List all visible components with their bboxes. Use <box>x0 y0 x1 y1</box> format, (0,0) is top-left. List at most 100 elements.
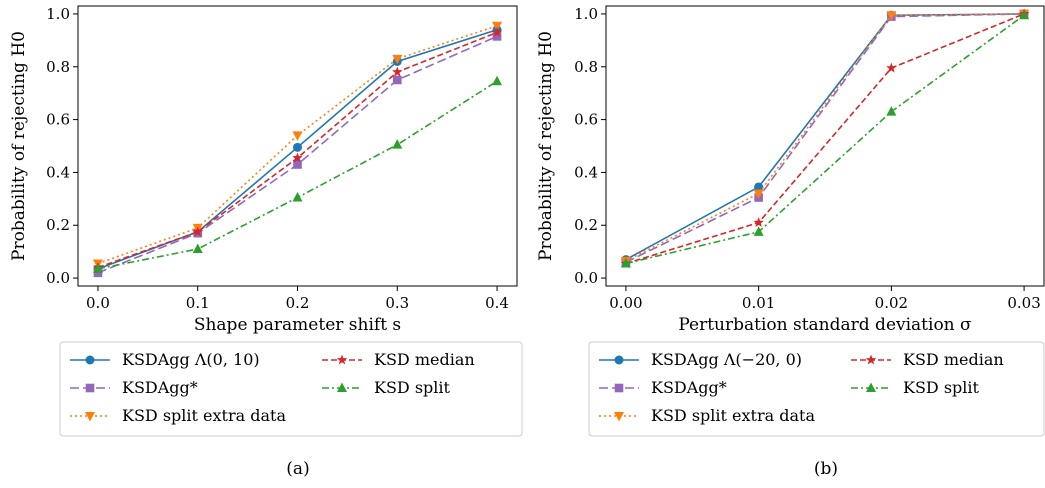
legend-label: KSDAgg* <box>122 378 198 397</box>
panel-caption: (b) <box>814 459 838 479</box>
x-tick-label: 0.02 <box>875 294 908 312</box>
data-point <box>292 192 303 202</box>
legend-entry: KSD split extra data <box>70 406 286 425</box>
data-point <box>392 54 403 65</box>
data-point <box>492 75 503 86</box>
legend-label: KSDAgg* <box>651 378 727 397</box>
series-line <box>625 13 1025 263</box>
x-tick-label: 0.0 <box>86 294 110 312</box>
data-point <box>392 139 403 149</box>
chart-panel-1: 0.0 0.2 0.4 0.6 0.8 1.0 0.0 0.1 0.2 0.3 0.4 Shape p… <box>9 5 523 479</box>
legend-label: KSDAgg Λ(0, 10) <box>122 350 260 369</box>
series-1 <box>93 25 502 274</box>
y-tick-label: 1.0 <box>574 5 598 23</box>
series-line <box>625 13 1025 262</box>
x-tick-label: 0.01 <box>742 294 775 312</box>
legend-entry: KSD median <box>851 350 1004 369</box>
legend-marker <box>337 382 347 392</box>
x-tick-label: 0.00 <box>609 294 642 312</box>
legend-marker <box>614 355 624 365</box>
series-line <box>97 80 498 270</box>
legend-label: KSD split <box>374 378 451 397</box>
data-point <box>392 75 402 85</box>
data-point <box>492 32 502 41</box>
legend-label: KSD median <box>903 350 1004 369</box>
series-1 <box>621 9 1029 265</box>
legend-entry: KSD median <box>322 350 475 369</box>
legend-box <box>588 341 1045 437</box>
y-tick-label: 0.6 <box>574 111 598 129</box>
legend-marker <box>865 354 877 365</box>
data-point <box>620 258 631 268</box>
legend-label: KSD split <box>903 378 980 397</box>
legend-entry: KSD split <box>322 378 451 397</box>
x-axis-label: Shape parameter shift s <box>194 315 401 335</box>
y-tick-label: 0.4 <box>46 163 70 181</box>
data-point <box>293 142 302 152</box>
data-point <box>192 226 203 237</box>
legend-marker <box>866 382 876 392</box>
x-tick-label: 0.03 <box>1007 294 1040 312</box>
legend-entry: KSD split <box>851 378 980 397</box>
legend-entry: KSDAgg Λ(0, 10) <box>70 350 260 369</box>
data-point <box>192 243 203 254</box>
data-point <box>886 11 897 21</box>
series-line <box>625 13 1025 265</box>
legend-label: KSD split extra data <box>651 406 815 425</box>
series-5 <box>620 9 1030 268</box>
y-tick-label: 1.0 <box>46 5 70 23</box>
legend: KSDAgg Λ(0, 10) KSDAgg* KSD split extra da… <box>59 341 523 437</box>
legend-box <box>59 341 523 437</box>
data-point <box>492 21 503 32</box>
data-point <box>753 226 764 236</box>
legend-marker <box>336 354 348 365</box>
legend-entry: KSD split extra data <box>599 406 815 425</box>
y-tick-label: 0.4 <box>574 163 598 181</box>
legend-marker <box>85 412 95 422</box>
legend-marker <box>614 412 624 422</box>
data-point <box>292 152 303 163</box>
y-tick-label: 0.2 <box>574 216 598 234</box>
legend: KSDAgg Λ(−20, 0) KSDAgg* KSD split extra d… <box>588 341 1045 437</box>
data-point <box>754 182 764 192</box>
chart-panel-2: 0.0 0.2 0.4 0.6 0.8 1.0 0.00 0.01 0.02 0.03 Pertur… <box>536 5 1045 479</box>
data-point <box>753 189 764 200</box>
legend-marker <box>85 355 95 365</box>
y-axis-label: Probability of rejecting H0 <box>9 31 29 261</box>
x-tick-label: 0.4 <box>485 294 509 312</box>
x-axis-label: Perturbation standard deviation σ <box>678 315 972 335</box>
legend-label: KSD median <box>374 350 475 369</box>
data-point <box>886 106 897 116</box>
y-axis-label: Probability of rejecting H0 <box>536 31 556 261</box>
x-tick-label: 0.1 <box>186 294 210 312</box>
data-point <box>392 66 403 77</box>
y-tick-label: 0.8 <box>574 58 598 76</box>
legend-marker <box>85 383 95 393</box>
legend-label: KSD split extra data <box>122 406 286 425</box>
legend-entry: KSDAgg* <box>599 378 727 397</box>
data-point <box>293 160 302 169</box>
y-tick-label: 0.8 <box>46 58 70 76</box>
legend-entry: KSDAgg* <box>70 378 198 397</box>
x-tick-label: 0.3 <box>385 294 409 312</box>
data-point <box>92 263 103 273</box>
y-tick-label: 0.0 <box>46 269 70 287</box>
data-point <box>292 131 303 141</box>
legend-marker <box>614 383 624 393</box>
legend-label: KSDAgg Λ(−20, 0) <box>651 350 802 369</box>
series-line <box>625 14 1025 265</box>
y-tick-label: 0.2 <box>46 216 70 234</box>
panel-caption: (a) <box>286 459 309 479</box>
data-point <box>886 62 897 73</box>
y-tick-label: 0.0 <box>574 269 598 287</box>
legend-entry: KSDAgg Λ(−20, 0) <box>599 350 802 369</box>
data-point <box>753 217 764 228</box>
data-point <box>491 26 503 37</box>
data-point <box>1019 9 1030 20</box>
plot-frame <box>605 5 1045 287</box>
x-tick-label: 0.2 <box>286 294 310 312</box>
y-tick-label: 0.6 <box>46 111 70 129</box>
series-line <box>625 13 1025 261</box>
series-5 <box>92 75 503 273</box>
